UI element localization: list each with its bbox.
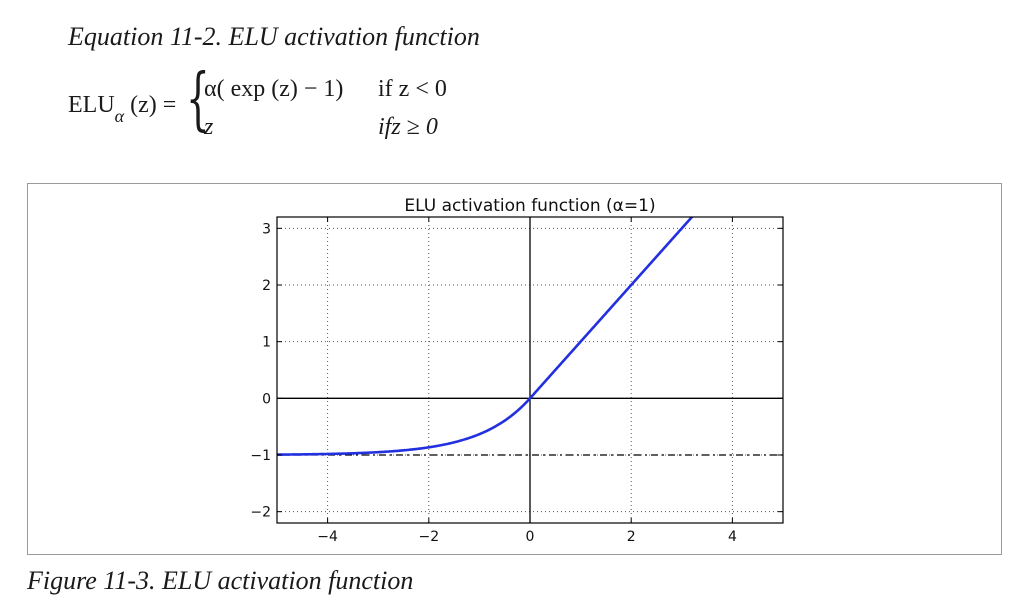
equation-case-1-expression: α( exp (z) − 1) xyxy=(204,76,344,102)
equation-case-2-expression: z xyxy=(204,114,214,140)
equation-brace: { xyxy=(186,60,210,139)
y-tick-label-3: 1 xyxy=(262,335,271,351)
x-tick-label-2: 0 xyxy=(526,529,535,545)
series-layer xyxy=(277,217,694,456)
axes-frame xyxy=(276,216,784,524)
equation-heading: Equation 11-2. ELU activation function xyxy=(68,22,480,51)
y-tick-label-2: 0 xyxy=(262,391,271,407)
chart-title: ELU activation function (α=1) xyxy=(404,196,655,216)
equation-subscript: α xyxy=(114,106,125,126)
equation-function-name: ELU xyxy=(68,92,115,118)
x-tick-label-0: −4 xyxy=(317,529,338,545)
y-tick-label-5: 3 xyxy=(262,221,271,237)
reference-lines xyxy=(277,217,783,523)
x-tick-label-4: 4 xyxy=(728,529,737,545)
x-tick-label-3: 2 xyxy=(627,529,636,545)
equation-argument: (z) = xyxy=(130,92,177,118)
figure-frame: ELU activation function (α=1) −4 −2 0 2 4 −2−… xyxy=(27,183,1002,555)
series-line-elu xyxy=(277,217,694,456)
equation-lhs: ELUα (z) = xyxy=(68,92,177,126)
equation-case-1-condition: if z < 0 xyxy=(378,76,447,102)
tick-labels: −4 −2 0 2 4 −2 −1 0 1 2 3 xyxy=(250,221,737,545)
equation-case-2-condition: ifz ≥ 0 xyxy=(378,114,438,140)
y-tick-label-4: 2 xyxy=(262,278,271,294)
elu-chart: ELU activation function (α=1) −4 −2 0 2 4−2−… xyxy=(250,196,784,545)
x-tick-label-1: −2 xyxy=(418,529,439,545)
y-tick-label-1: −1 xyxy=(250,448,271,464)
figure-caption: Figure 11-3. ELU activation function xyxy=(27,566,414,595)
y-tick-label-0: −2 xyxy=(250,505,271,521)
